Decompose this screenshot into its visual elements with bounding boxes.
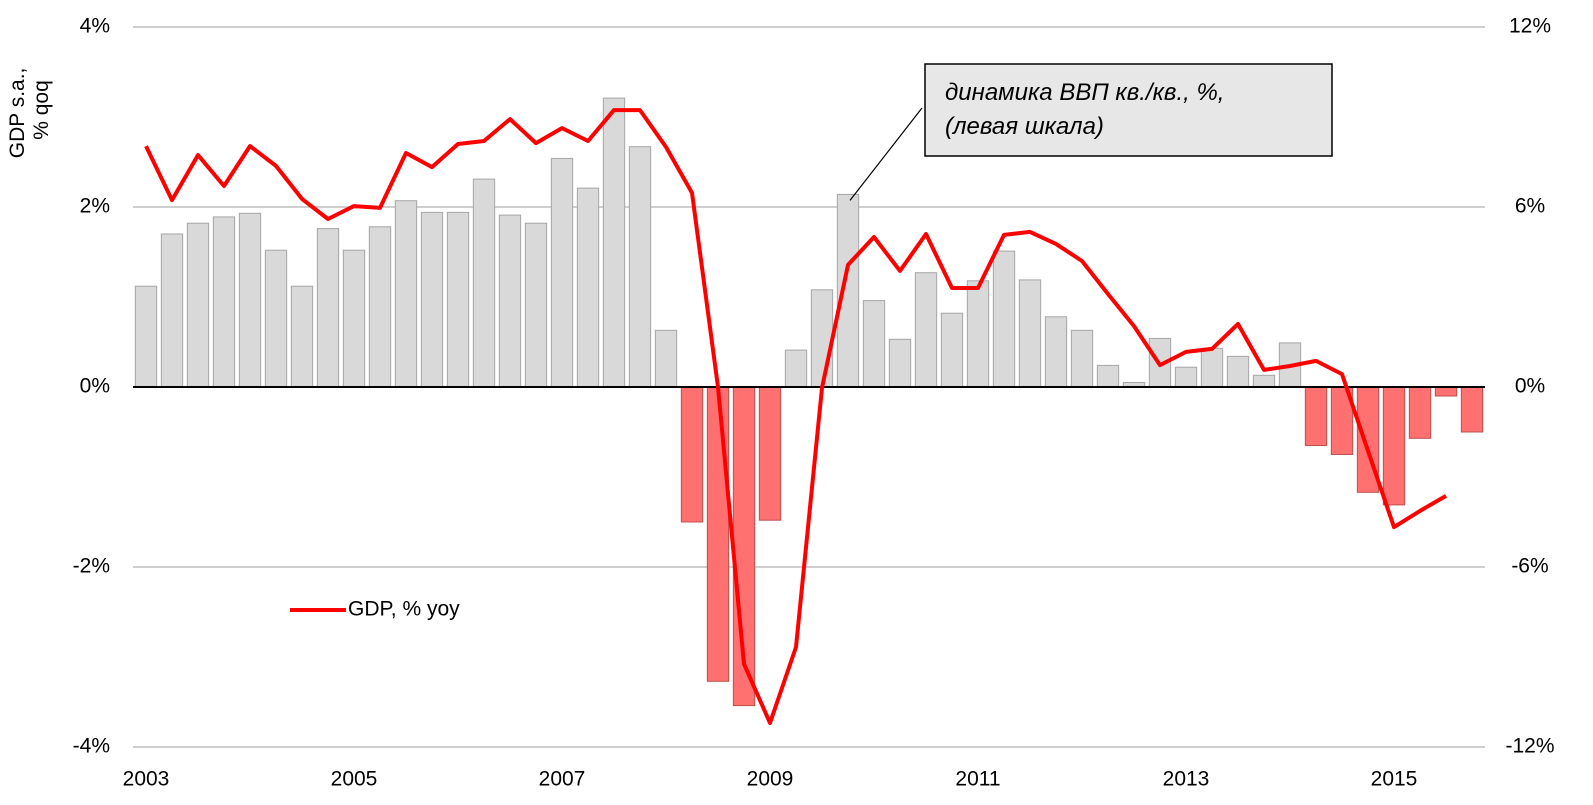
y2-tick-label: 0%	[1515, 375, 1545, 398]
bar	[1096, 364, 1120, 388]
line	[144, 108, 1447, 725]
bar	[1252, 374, 1276, 388]
bar	[1174, 366, 1198, 388]
bar	[420, 211, 444, 388]
bar	[862, 300, 886, 388]
bar	[784, 349, 808, 388]
bar	[810, 289, 834, 388]
bar	[212, 216, 236, 388]
x-tick-label: 2009	[747, 768, 794, 791]
bar	[290, 285, 314, 388]
bar	[706, 386, 730, 682]
bar	[498, 214, 522, 388]
y-tick-label: -2%	[73, 555, 110, 578]
y-tick-label: -4%	[73, 735, 110, 758]
bar	[368, 226, 392, 388]
bar	[680, 386, 704, 523]
x-tick-label: 2007	[539, 768, 586, 791]
annotation-line: (левая шкала)	[945, 113, 1104, 140]
bar	[524, 222, 548, 388]
x-tick-label: 2013	[1163, 768, 1210, 791]
x-tick-label: 2015	[1371, 768, 1418, 791]
y-tick-label: 4%	[80, 15, 110, 38]
y2-tick-label: 6%	[1515, 195, 1545, 218]
bar	[1408, 386, 1432, 439]
bar	[1018, 279, 1042, 388]
x-tick-label: 2011	[955, 768, 1000, 791]
bar	[134, 285, 158, 388]
x-tick-label: 2005	[331, 768, 378, 791]
y-axis-label-line: GDP s.a.,	[6, 68, 29, 159]
y2-tick-label: -12%	[1505, 735, 1554, 758]
bar	[654, 329, 678, 388]
bar	[602, 97, 626, 388]
annotation-box	[924, 63, 1333, 157]
legend-label: GDP, % yoy	[348, 598, 460, 621]
y-tick-label: 0%	[80, 375, 110, 398]
bar	[940, 312, 964, 388]
bar	[264, 249, 288, 388]
bar	[966, 280, 990, 388]
annotation-leader	[849, 107, 923, 201]
bar	[316, 228, 340, 388]
bar	[238, 212, 262, 388]
bar	[342, 249, 366, 388]
bar	[992, 250, 1016, 388]
bar	[1460, 386, 1484, 433]
bar	[1382, 386, 1406, 506]
y-axis-label: GDP s.a., % qoq	[6, 62, 53, 159]
x-tick-label: 2003	[123, 768, 170, 791]
annotation: динамика ВВП кв./кв., %, (левая шкала)	[945, 79, 1224, 140]
bar	[1226, 355, 1250, 388]
bar	[1044, 316, 1068, 388]
y2-tick-label: 12%	[1509, 15, 1551, 38]
bar	[186, 222, 210, 388]
bar	[628, 146, 652, 388]
bar	[472, 178, 496, 388]
annotation-line: динамика ВВП кв./кв., %,	[945, 79, 1224, 106]
y-axis-label-line: % qoq	[30, 80, 53, 140]
bar	[1304, 386, 1328, 446]
bar	[576, 187, 600, 388]
bar	[1200, 347, 1224, 388]
bar	[758, 386, 782, 521]
bar	[550, 157, 574, 388]
bar	[446, 211, 470, 388]
bar	[160, 233, 184, 388]
bar	[914, 272, 938, 388]
bar	[1434, 386, 1458, 397]
bar	[394, 200, 418, 388]
y-tick-label: 2%	[80, 195, 110, 218]
y2-tick-label: -6%	[1511, 555, 1548, 578]
bar	[888, 338, 912, 388]
bar	[1070, 329, 1094, 388]
